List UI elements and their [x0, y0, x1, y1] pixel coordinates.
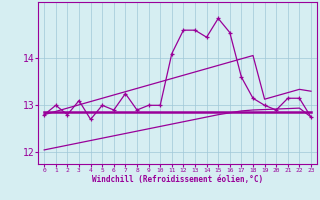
X-axis label: Windchill (Refroidissement éolien,°C): Windchill (Refroidissement éolien,°C) — [92, 175, 263, 184]
